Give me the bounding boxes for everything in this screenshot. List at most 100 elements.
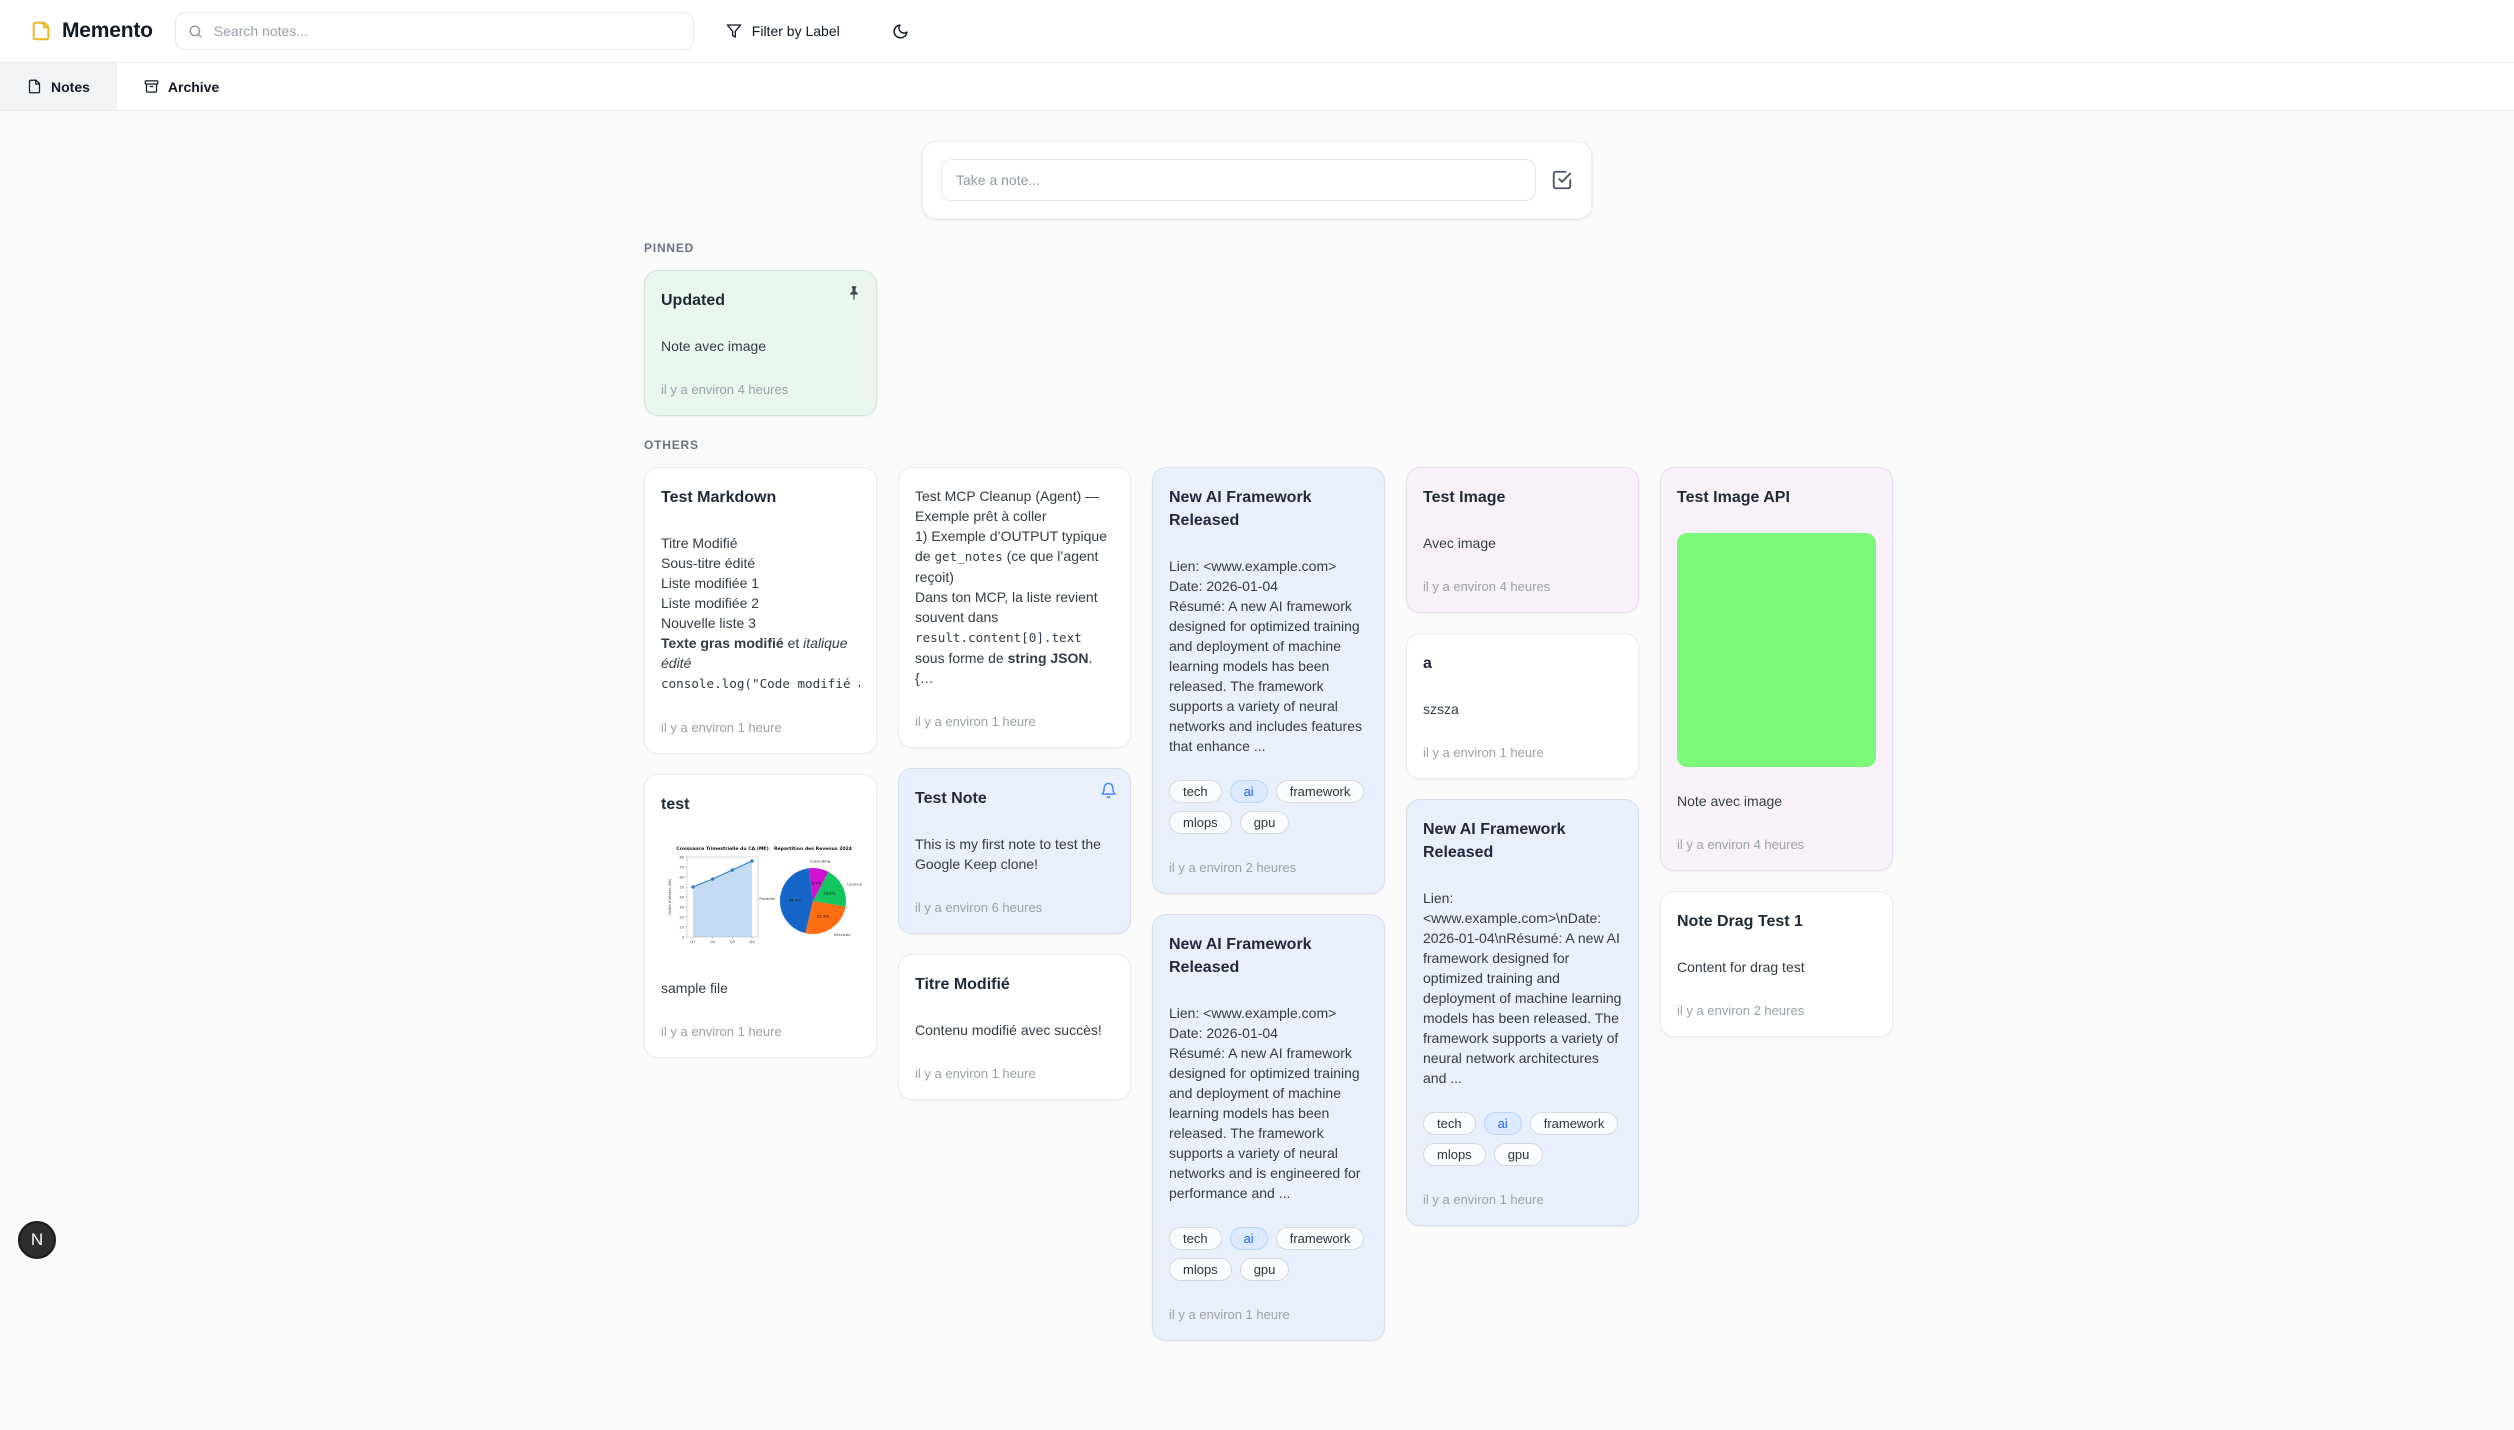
text-run: Lien: <www.example.com> Date: 2026-01-04… [1169, 558, 1362, 754]
note-title: New AI Framework Released [1169, 489, 1312, 529]
svg-text:Chiffre d'affaires (M€): Chiffre d'affaires (M€) [668, 878, 672, 915]
note-tags: tech ai framework mlops gpu [1169, 780, 1368, 834]
search-input[interactable] [211, 22, 681, 40]
note-card-test-image-api[interactable]: Test Image API Note avec image il y a envi… [1660, 467, 1893, 871]
check-square-icon [1551, 169, 1573, 191]
note-title: a [1423, 655, 1432, 672]
note-card-updated[interactable]: Updated Note avec image il y a environ 4 h… [644, 270, 877, 416]
svg-text:10: 10 [680, 925, 684, 929]
note-tag-gpu[interactable]: gpu [1493, 1143, 1544, 1166]
note-text: Test MCP Cleanup (Agent) — Exemple prêt … [915, 486, 1114, 688]
bell-icon[interactable] [1100, 782, 1117, 799]
text-run: (ce que l’agent reçoit) Dans ton MCP, la… [915, 548, 1099, 625]
section-columns-others: Test Markdown Titre Modifié Sous-titre éd… [644, 467, 1904, 1341]
note-title: New AI Framework Released [1169, 936, 1312, 976]
note-card-new-ai-framework-3[interactable]: New AI Framework Released Lien: <www.exam… [1406, 799, 1639, 1226]
svg-text:Croissance Trimestrielle du CA: Croissance Trimestrielle du CA (M€) [676, 846, 768, 852]
note-timestamp: il y a environ 4 heures [1423, 579, 1551, 594]
take-a-note-input[interactable] [941, 159, 1536, 201]
text-run: Lien: <www.example.com> Date: 2026-01-04… [1169, 1005, 1361, 1201]
text-run: Note avec image [661, 338, 767, 354]
svg-text:30: 30 [680, 905, 684, 909]
note-text: Content for drag test [1677, 957, 1876, 977]
pin-icon[interactable] [845, 284, 863, 302]
svg-text:44.4%: 44.4% [789, 897, 802, 902]
note-card-test-mcp-cleanup[interactable]: Test MCP Cleanup (Agent) — Exemple prêt … [898, 467, 1131, 748]
dev-tools-badge[interactable]: N [18, 1221, 56, 1259]
note-card-a[interactable]: a szsza il y a environ 1 heure [1406, 633, 1639, 779]
svg-text:Répartition des Revenus 2024: Répartition des Revenus 2024 [774, 845, 852, 852]
note-text: Contenu modifié avec succès! [915, 1020, 1114, 1040]
note-card-note-drag-test-1[interactable]: Note Drag Test 1 Content for drag test il … [1660, 891, 1893, 1037]
note-body: szsza [1423, 699, 1622, 719]
note-figure: Croissance Trimestrielle du CA (M€) Chiff… [661, 840, 862, 954]
svg-text:80: 80 [680, 855, 684, 859]
note-tag-gpu[interactable]: gpu [1239, 811, 1290, 834]
tab-archive[interactable]: Archive [117, 63, 246, 110]
filter-icon [726, 23, 742, 39]
svg-text:Q4: Q4 [749, 939, 755, 944]
note-tag-mlops[interactable]: mlops [1423, 1143, 1486, 1166]
note-tag-mlops[interactable]: mlops [1169, 1258, 1232, 1281]
note-tag-framework[interactable]: framework [1529, 1112, 1619, 1135]
note-text: Lien: <www.example.com> Date: 2026-01-04… [1169, 1003, 1368, 1203]
note-tags: tech ai framework mlops gpu [1169, 1227, 1368, 1281]
text-run: Test MCP Cleanup (Agent) — Exemple prêt … [915, 488, 1107, 564]
note-body: Titre Modifié Sous-titre édité Liste mod… [661, 533, 860, 694]
note-composer [922, 141, 1592, 219]
note-title: Test Markdown [661, 489, 777, 506]
note-card-test-note[interactable]: Test Note This is my first note to test t… [898, 768, 1131, 934]
svg-text:20.0%: 20.0% [823, 890, 836, 895]
note-card-test[interactable]: test Croissance Trimestrielle du CA (M€) C… [644, 774, 877, 1058]
note-tag-ai[interactable]: ai [1483, 1112, 1522, 1135]
note-tag-tech[interactable]: tech [1169, 780, 1222, 803]
note-card-test-markdown[interactable]: Test Markdown Titre Modifié Sous-titre éd… [644, 467, 877, 754]
note-timestamp: il y a environ 2 heures [1677, 1003, 1805, 1018]
new-checklist-button[interactable] [1551, 169, 1573, 191]
note-body: Content for drag test [1677, 957, 1876, 977]
note-body: Note avec image [1677, 533, 1876, 811]
text-run: Titre Modifié Sous-titre édité Liste mod… [661, 535, 760, 631]
note-card-new-ai-framework-2[interactable]: New AI Framework Released Lien: <www.exam… [1152, 914, 1385, 1341]
note-text: This is my first note to test the Google… [915, 834, 1114, 874]
note-body: This is my first note to test the Google… [915, 834, 1114, 874]
text-run: et [783, 635, 804, 651]
note-timestamp: il y a environ 1 heure [915, 714, 1036, 729]
note-card-test-image[interactable]: Test Image Avec image il y a environ 4 heu… [1406, 467, 1639, 613]
note-card-titre-modifie[interactable]: Titre Modifié Contenu modifié avec succès… [898, 954, 1131, 1100]
svg-text:Consulting: Consulting [810, 859, 831, 864]
svg-text:0: 0 [682, 935, 684, 939]
note-title: Titre Modifié [915, 976, 1010, 993]
note-title: Test Image API [1677, 489, 1790, 506]
text-run: This is my first note to test the Google… [915, 836, 1105, 872]
note-tag-tech[interactable]: tech [1169, 1227, 1222, 1250]
text-run: get_notes [934, 549, 1003, 564]
note-tag-gpu[interactable]: gpu [1239, 1258, 1290, 1281]
theme-toggle-button[interactable] [886, 22, 915, 41]
note-body: Test MCP Cleanup (Agent) — Exemple prêt … [915, 486, 1114, 688]
text-run: Lien: <www.example.com>\nDate: 2026-01-0… [1423, 890, 1626, 1086]
note-text: Note avec image [1677, 791, 1876, 811]
filter-by-label-button[interactable]: Filter by Label [720, 22, 846, 40]
note-card-new-ai-framework-1[interactable]: New AI Framework Released Lien: <www.exam… [1152, 467, 1385, 894]
note-tag-framework[interactable]: framework [1275, 1227, 1365, 1250]
section-label-others: OTHERS [644, 438, 699, 452]
note-tag-mlops[interactable]: mlops [1169, 811, 1232, 834]
search-box[interactable] [174, 12, 694, 50]
svg-text:Q3: Q3 [730, 939, 736, 944]
board-column-1: Test Markdown Titre Modifié Sous-titre éd… [644, 467, 877, 1058]
note-title: Test Note [915, 790, 987, 807]
note-tag-ai[interactable]: ai [1229, 1227, 1268, 1250]
note-tags: tech ai framework mlops gpu [1423, 1112, 1622, 1166]
note-text: Avec image [1423, 533, 1622, 553]
note-body: Croissance Trimestrielle du CA (M€) Chiff… [661, 840, 862, 998]
board-column-2: Test MCP Cleanup (Agent) — Exemple prêt … [898, 467, 1131, 1100]
svg-text:70: 70 [680, 865, 684, 869]
note-tag-ai[interactable]: ai [1229, 780, 1268, 803]
text-run: italique édité [661, 635, 852, 671]
note-body: Note avec image [661, 336, 860, 356]
tab-notes[interactable]: Notes [0, 63, 117, 110]
note-tag-framework[interactable]: framework [1275, 780, 1365, 803]
note-tag-tech[interactable]: tech [1423, 1112, 1476, 1135]
svg-text:50: 50 [680, 885, 684, 889]
